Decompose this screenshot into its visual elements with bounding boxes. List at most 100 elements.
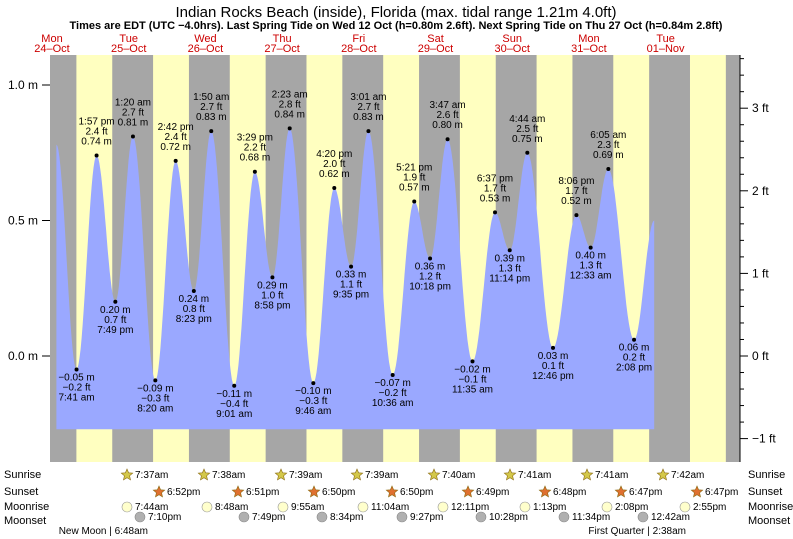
right-tick-label: 0 ft bbox=[752, 349, 769, 363]
day-date: 28–Oct bbox=[341, 43, 376, 55]
tide-label: 0.72 m bbox=[160, 142, 191, 153]
sunrise-icon bbox=[427, 468, 441, 481]
tide-label: 2.0 ft bbox=[323, 159, 345, 170]
sunrise-icon bbox=[656, 468, 670, 481]
tide-label: 0.69 m bbox=[593, 150, 624, 161]
chart-subtitle: Times are EDT (UTC −4.0hrs). Last Spring… bbox=[70, 20, 723, 32]
tide-label: 0.83 m bbox=[196, 112, 227, 123]
tide-label: 2:23 am bbox=[272, 89, 308, 100]
moonrise-time: 9:55am bbox=[291, 502, 324, 513]
sunrise-icon bbox=[503, 468, 517, 481]
moonrise-time: 1:13pm bbox=[533, 502, 566, 513]
sunset-icon bbox=[690, 485, 704, 498]
sunset-time: 6:49pm bbox=[476, 487, 509, 498]
tide-point bbox=[311, 381, 316, 386]
sunrise-time: 7:38am bbox=[212, 470, 245, 481]
day-date: 25–Oct bbox=[111, 43, 146, 55]
day-date: 26–Oct bbox=[188, 43, 223, 55]
sunrise-icon bbox=[197, 468, 211, 481]
tide-point bbox=[390, 372, 395, 377]
tide-label: 2:42 pm bbox=[158, 122, 194, 133]
tide-label: 2.7 ft bbox=[200, 102, 222, 113]
tide-label: 2.7 ft bbox=[357, 102, 379, 113]
day-name: Tue bbox=[119, 33, 138, 45]
moonset-icon bbox=[134, 511, 146, 523]
tide-label: 1:20 am bbox=[115, 97, 151, 108]
tide-label: 1.3 ft bbox=[499, 263, 521, 274]
tide-label: 0.81 m bbox=[118, 117, 149, 128]
tide-label: 3:47 am bbox=[430, 100, 466, 111]
right-tick-label: 3 ft bbox=[752, 101, 769, 115]
tide-label: 0.8 ft bbox=[183, 304, 205, 315]
moonrise-time: 2:08pm bbox=[615, 502, 648, 513]
tide-label: −0.09 m bbox=[137, 383, 173, 394]
tide-label: 0.53 m bbox=[480, 193, 511, 204]
sunset-icon bbox=[461, 485, 475, 498]
tide-point bbox=[94, 153, 99, 158]
moonset-icon bbox=[396, 511, 408, 523]
tide-label: 1.9 ft bbox=[403, 173, 425, 184]
left-tick-label: 0.0 m bbox=[8, 349, 38, 363]
tide-label: −0.4 ft bbox=[220, 399, 248, 410]
tide-label: 2:08 pm bbox=[616, 363, 652, 374]
sunset-time: 6:51pm bbox=[246, 487, 279, 498]
new-moon-label: New Moon | 6:48am bbox=[59, 526, 148, 537]
day-date: 31–Oct bbox=[571, 43, 606, 55]
tide-point bbox=[588, 245, 593, 250]
tide-label: 2.5 ft bbox=[516, 124, 538, 135]
tide-label: −0.07 m bbox=[374, 378, 410, 389]
tide-point bbox=[153, 378, 158, 383]
day-date: 30–Oct bbox=[494, 43, 529, 55]
tide-label: −0.02 m bbox=[454, 364, 490, 375]
moonrise-icon bbox=[277, 501, 289, 513]
sunrise-icon bbox=[274, 468, 288, 481]
tide-point bbox=[493, 210, 498, 215]
moonset-icon bbox=[316, 511, 328, 523]
tide-label: 0.83 m bbox=[353, 112, 384, 123]
tide-label: 4:20 pm bbox=[316, 149, 352, 160]
sunrise-time: 7:39am bbox=[365, 470, 398, 481]
tide-label: 8:58 pm bbox=[254, 300, 290, 311]
tide-point bbox=[412, 199, 417, 204]
sunset-time: 6:52pm bbox=[167, 487, 200, 498]
tide-label: 1.0 ft bbox=[261, 290, 283, 301]
tide-point bbox=[332, 185, 337, 190]
day-name: Mon bbox=[41, 33, 62, 45]
tide-label: 0.52 m bbox=[561, 196, 592, 207]
left-tick-label: 0.5 m bbox=[8, 214, 38, 228]
sunset-icon bbox=[385, 485, 399, 498]
tide-point bbox=[349, 264, 354, 269]
moonrise-icon bbox=[437, 501, 449, 513]
sun-moon-events: Sunrise Sunrise Sunset Sunset Moonrise Moonri… bbox=[4, 468, 793, 537]
moonrise-icon bbox=[601, 501, 613, 513]
tide-labels: −0.05 m−0.2 ft7:41 am1:57 pm2.4 ft0.74 m… bbox=[58, 89, 652, 419]
left-tick-label: 1.0 m bbox=[8, 78, 38, 92]
row-label-right: Sunset bbox=[748, 486, 782, 498]
tide-label: 11:14 pm bbox=[489, 273, 530, 284]
tide-point bbox=[525, 150, 530, 155]
moonset-time: 12:42am bbox=[651, 512, 690, 523]
sunset-icon bbox=[614, 485, 628, 498]
tide-label: 12:46 pm bbox=[532, 371, 574, 382]
row-label-right: Sunrise bbox=[748, 469, 785, 481]
right-tick-label: 1 ft bbox=[752, 266, 769, 280]
tide-label: 5:21 pm bbox=[396, 163, 432, 174]
moonrise-icon bbox=[201, 501, 213, 513]
tide-label: 2.4 ft bbox=[85, 126, 107, 137]
day-name: Mon bbox=[578, 33, 599, 45]
tide-label: 0.24 m bbox=[179, 294, 210, 305]
sunrise-time: 7:41am bbox=[518, 470, 551, 481]
tide-label: −0.3 ft bbox=[141, 393, 169, 404]
tide-label: 8:23 pm bbox=[176, 314, 212, 325]
moonrise-icon bbox=[357, 501, 369, 513]
first-quarter-label: First Quarter | 2:38am bbox=[588, 526, 686, 537]
tide-label: 7:41 am bbox=[58, 393, 94, 404]
tide-label: 10:18 pm bbox=[409, 281, 451, 292]
moonrise-icon bbox=[121, 501, 133, 513]
day-name: Thu bbox=[273, 33, 292, 45]
tide-label: 3:01 am bbox=[350, 92, 386, 103]
tide-label: −0.10 m bbox=[295, 386, 331, 397]
moonset-icon bbox=[637, 511, 649, 523]
moonset-time: 9:27pm bbox=[410, 512, 443, 523]
tide-label: 9:01 am bbox=[216, 409, 252, 420]
